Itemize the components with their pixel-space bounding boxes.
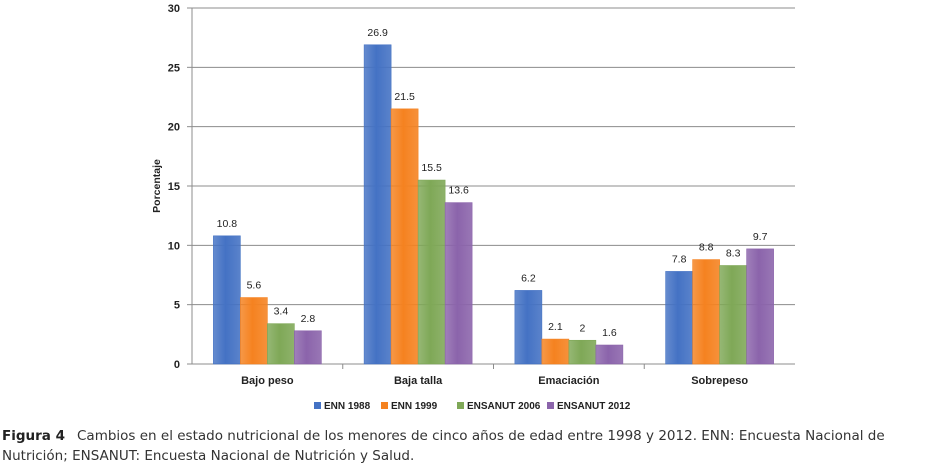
data-label: 3.4: [274, 306, 289, 318]
data-label: 8.8: [699, 242, 714, 254]
bar: [240, 297, 268, 365]
legend-swatch: [547, 402, 554, 409]
bar: [692, 259, 720, 365]
bar: [719, 265, 747, 365]
x-category-label: Bajo peso: [241, 375, 294, 387]
legend-label: ENN 1999: [391, 401, 438, 412]
data-label: 7.8: [672, 253, 687, 265]
legend-swatch: [381, 402, 388, 409]
bar: [746, 248, 774, 365]
data-label: 13.6: [448, 185, 469, 197]
y-tick-label: 10: [168, 240, 180, 252]
bar: [213, 235, 241, 365]
data-label: 8.3: [726, 248, 741, 260]
figure-caption: Figura 4 Cambios en el estado nutricional…: [2, 426, 942, 466]
data-label: 1.6: [602, 327, 617, 339]
data-label: 2: [579, 322, 585, 334]
bar: [444, 202, 473, 365]
bar-chart: 0 5 10 15 20 25 30 Bajo peso Baja talla Emaciació…: [151, 3, 795, 412]
x-category-label: Baja talla: [394, 375, 443, 387]
y-tick-label: 0: [174, 359, 180, 371]
y-tick-label: 25: [168, 62, 180, 74]
bar: [568, 339, 597, 365]
bar: [595, 344, 624, 365]
data-label: 5.6: [247, 280, 262, 292]
bar: [267, 323, 295, 365]
legend-label: ENN 1988: [324, 401, 371, 412]
figure-caption-text: Cambios en el estado nutricional de los …: [2, 428, 885, 464]
data-label: 9.7: [753, 231, 768, 243]
data-label: 21.5: [394, 91, 415, 103]
bar: [665, 271, 693, 365]
x-category-label: Emaciación: [538, 375, 599, 387]
legend-swatch: [314, 402, 321, 409]
y-tick-label: 20: [168, 122, 180, 134]
y-tick-label: 30: [168, 3, 180, 15]
data-label: 6.2: [521, 272, 536, 284]
legend: ENN 1988 ENN 1999 ENSANUT 2006 ENSANUT 2012: [314, 401, 631, 412]
legend-swatch: [457, 402, 464, 409]
bar: [294, 330, 322, 365]
data-label: 2.8: [301, 313, 316, 325]
bars: [213, 44, 774, 365]
x-category-label: Sobrepeso: [691, 375, 748, 387]
legend-label: ENSANUT 2006: [467, 401, 541, 412]
bar: [390, 108, 419, 365]
bar: [541, 338, 570, 365]
data-label: 2.1: [548, 321, 563, 333]
legend-label: ENSANUT 2012: [557, 401, 631, 412]
figure-label: Figura 4: [2, 428, 65, 444]
data-label: 10.8: [217, 218, 238, 230]
y-tick-label: 15: [168, 181, 180, 193]
bar: [514, 290, 543, 365]
data-label: 15.5: [421, 162, 442, 174]
bar: [363, 44, 392, 365]
data-label: 26.9: [367, 27, 388, 39]
bar: [417, 179, 446, 365]
y-axis-title: Porcentaje: [151, 159, 163, 213]
data-labels: 10.8 5.6 3.4 2.8 26.9 21.5 15.5 13.6 6.2 2.1 2 1.6 7…: [217, 27, 768, 339]
y-tick-label: 5: [174, 300, 180, 312]
